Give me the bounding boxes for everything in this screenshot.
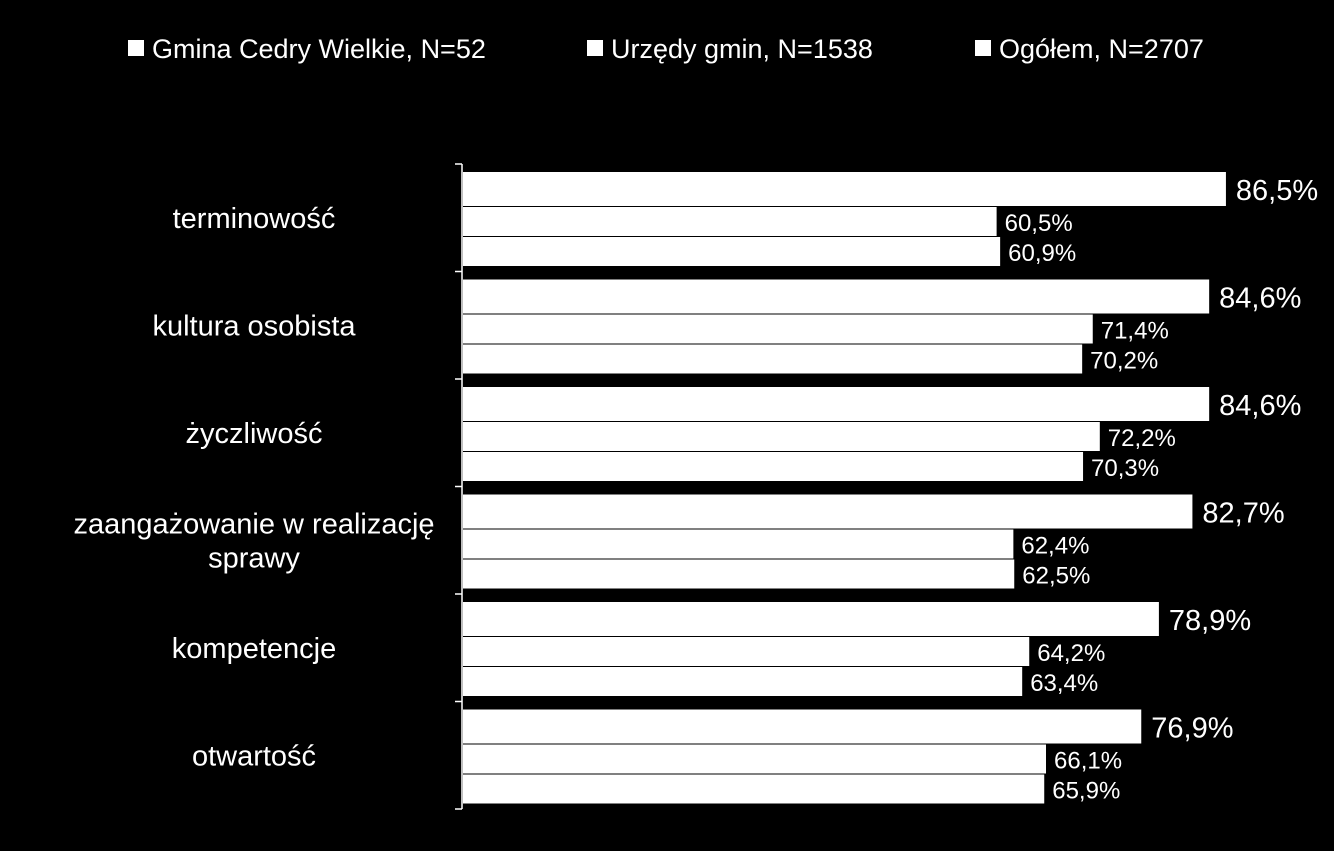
data-label-s2-c5: 64,2% bbox=[1037, 640, 1105, 667]
bar-s2-c1 bbox=[463, 207, 997, 236]
legend-swatch-2 bbox=[587, 40, 603, 56]
bar-s1-c3 bbox=[463, 387, 1210, 421]
category-label-3: życzliwość bbox=[186, 418, 323, 450]
bar-s3-c1 bbox=[463, 237, 1001, 266]
bar-s3-c2 bbox=[463, 344, 1083, 374]
bar-s3-c3 bbox=[463, 452, 1084, 481]
category-label-5: kompetencje bbox=[172, 633, 336, 665]
data-label-s1-c5: 78,9% bbox=[1169, 605, 1251, 637]
category-label-4: zaangażowanie w realizację sprawy bbox=[73, 508, 434, 574]
bar-s2-c3 bbox=[463, 422, 1100, 451]
data-label-s2-c3: 72,2% bbox=[1108, 425, 1176, 452]
data-label-s1-c3: 84,6% bbox=[1219, 390, 1301, 422]
category-label-6: otwartość bbox=[192, 740, 316, 772]
legend-label-1: Gmina Cedry Wielkie, N=52 bbox=[152, 34, 486, 64]
data-label-s1-c1: 86,5% bbox=[1236, 175, 1318, 207]
category-label-1: terminowość bbox=[173, 203, 336, 235]
bar-s3-c6 bbox=[463, 774, 1045, 804]
category-axis bbox=[455, 163, 463, 810]
data-labels: 86,5% 60,5% 60,9% 84,6% 71,4% 70,2% 84,6% 72,2%… bbox=[1005, 175, 1319, 805]
data-label-s1-c4: 82,7% bbox=[1202, 498, 1284, 530]
bar-s1-c4 bbox=[463, 494, 1193, 529]
category-labels: terminowość kultura osobista życzliwość zaa… bbox=[73, 203, 434, 773]
data-label-s2-c4: 62,4% bbox=[1021, 533, 1089, 560]
data-label-s2-c2: 71,4% bbox=[1101, 318, 1169, 345]
data-label-s3-c5: 63,4% bbox=[1030, 670, 1098, 697]
data-label-s3-c4: 62,5% bbox=[1022, 563, 1090, 590]
legend: Gmina Cedry Wielkie, N=52 Urzędy gmin, N=… bbox=[128, 34, 1204, 64]
data-label-s3-c1: 60,9% bbox=[1008, 240, 1076, 267]
bar-s2-c2 bbox=[463, 314, 1093, 344]
legend-swatch-3 bbox=[975, 40, 991, 56]
data-label-s1-c6: 76,9% bbox=[1151, 713, 1233, 745]
data-label-s2-c6: 66,1% bbox=[1054, 748, 1122, 775]
data-label-s3-c3: 70,3% bbox=[1091, 455, 1159, 482]
data-label-s1-c2: 84,6% bbox=[1219, 283, 1301, 315]
bar-s1-c1 bbox=[463, 172, 1226, 206]
legend-label-3: Ogółem, N=2707 bbox=[999, 34, 1204, 64]
category-label-2: kultura osobista bbox=[152, 310, 356, 342]
bar-s1-c5 bbox=[463, 602, 1159, 636]
data-label-s2-c1: 60,5% bbox=[1005, 210, 1073, 237]
legend-swatch-1 bbox=[128, 40, 144, 56]
bars-group bbox=[463, 172, 1226, 804]
bar-s3-c5 bbox=[463, 667, 1023, 696]
data-label-s3-c2: 70,2% bbox=[1090, 348, 1158, 375]
legend-label-2: Urzędy gmin, N=1538 bbox=[611, 34, 873, 64]
bar-s1-c2 bbox=[463, 279, 1210, 314]
bar-s2-c6 bbox=[463, 744, 1047, 774]
data-label-s3-c6: 65,9% bbox=[1052, 778, 1120, 805]
bar-s1-c6 bbox=[463, 709, 1142, 744]
bar-s2-c4 bbox=[463, 529, 1014, 559]
bar-s2-c5 bbox=[463, 637, 1030, 666]
bar-s3-c4 bbox=[463, 559, 1015, 589]
